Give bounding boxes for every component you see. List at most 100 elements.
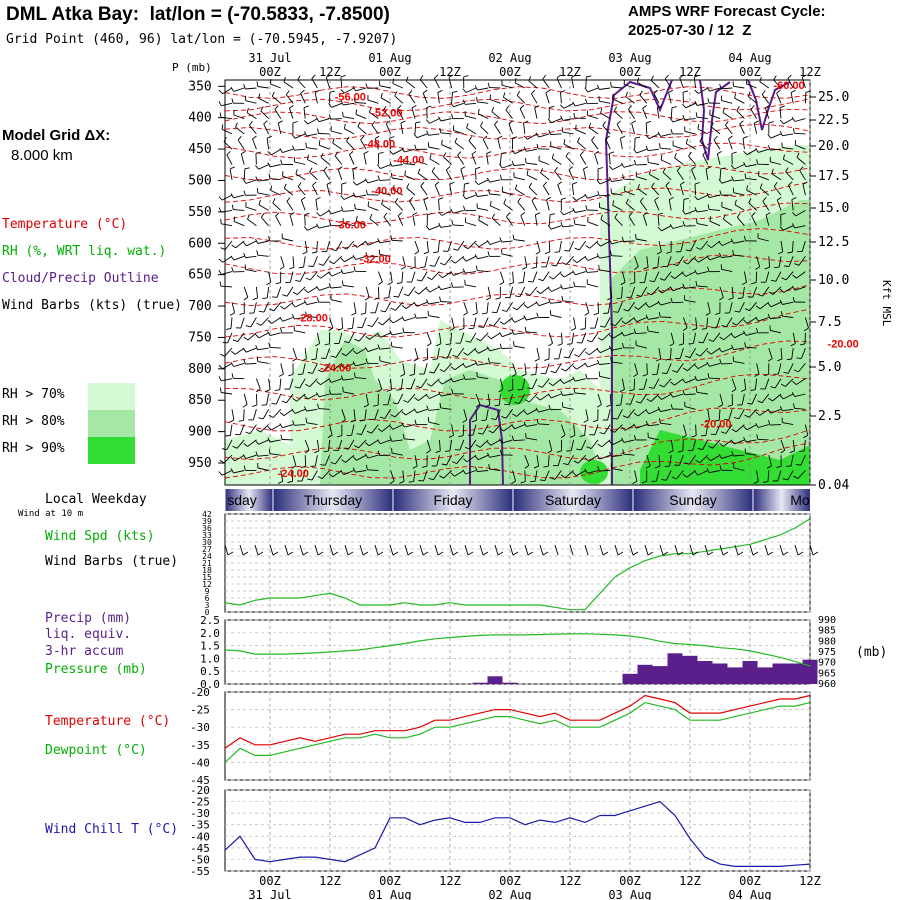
- wind-barb-flag: [426, 105, 432, 109]
- wind-barb-flag: [662, 167, 666, 173]
- wind-barb: [777, 363, 782, 375]
- wind-barb: [685, 209, 696, 215]
- wind-barb-flag: [542, 181, 547, 187]
- wind-barb-flag: [770, 279, 776, 282]
- wind-barb-flag: [537, 385, 543, 388]
- wind-barb: [392, 317, 404, 324]
- wind-barb-flag: [307, 372, 313, 374]
- wind-barb-flag: [719, 297, 724, 301]
- wind-barb-flag: [488, 323, 494, 327]
- wind-barb: [321, 470, 330, 480]
- wind-barb: [434, 184, 440, 196]
- wind-barb: [790, 92, 794, 104]
- wind-barb-flag: [523, 120, 529, 124]
- wind-barb-flag: [750, 105, 755, 110]
- wind-barb-flag: [792, 380, 797, 385]
- wind-barb-flag: [705, 312, 711, 316]
- wind-barb: [356, 240, 367, 248]
- wind-barb-flag: [475, 338, 481, 342]
- wind-barb: [307, 225, 318, 231]
- wind-barb-flag: [597, 443, 602, 448]
- wind-barb-flag: [669, 117, 674, 123]
- wind-barb-flag: [283, 183, 287, 189]
- wind-barb: [665, 185, 672, 196]
- wind-barb: [686, 470, 696, 478]
- wind-barb: [368, 439, 379, 447]
- wind-barb: [584, 317, 587, 329]
- wind-barb-flag: [466, 123, 469, 129]
- wind-barb-flag: [232, 445, 238, 449]
- wind-barb: [367, 347, 379, 353]
- wind-speed-tick-label: 0: [205, 608, 210, 617]
- wind-barb: [288, 108, 294, 119]
- wind-barb-flag: [534, 105, 540, 109]
- temperature-contour-label: -20.00: [828, 339, 859, 351]
- wind-barb-flag: [437, 89, 443, 93]
- surface-wind-barb-flag: [602, 551, 609, 556]
- wind-barb: [796, 271, 806, 279]
- wind-barb: [503, 203, 513, 211]
- wind-barb: [394, 95, 404, 104]
- wind-barb-flag: [289, 212, 295, 216]
- wind-barb: [294, 424, 306, 426]
- wind-barb: [588, 127, 599, 135]
- wind-barb: [560, 332, 563, 344]
- wind-barb: [684, 299, 696, 303]
- wind-barb-flag: [246, 107, 249, 113]
- wind-barb: [438, 439, 441, 451]
- wind-barb: [404, 424, 416, 428]
- temperature-tick-label: -25: [190, 704, 210, 717]
- wind-barb-flag: [645, 314, 649, 320]
- temperature-contour: [224, 442, 811, 479]
- wind-barb-flag: [352, 166, 358, 170]
- wind-barb: [611, 454, 623, 458]
- wind-barb: [444, 256, 452, 266]
- wind-barb: [599, 375, 611, 380]
- wind-barb: [270, 164, 281, 168]
- wind-barb: [258, 439, 269, 445]
- wind-barb-flag: [304, 406, 307, 412]
- wind-barb: [640, 393, 648, 404]
- date-label-bottom: 02 Aug: [488, 888, 531, 900]
- wind-barb-flag: [731, 388, 737, 393]
- wind-barb: [491, 111, 501, 119]
- wind-barb-flag: [243, 443, 248, 447]
- wind-barb: [734, 439, 745, 445]
- wind-barb-flag: [725, 120, 729, 126]
- wind-barb-flag: [349, 150, 354, 155]
- temperature-contour-label: -28.00: [297, 312, 328, 324]
- kft-tick-label: 0.04: [818, 478, 849, 493]
- wind-barb: [433, 470, 440, 481]
- wind-barb-flag: [443, 152, 447, 158]
- wind-barb: [756, 470, 759, 482]
- wind-barb: [721, 454, 733, 459]
- wind-barb-flag: [307, 154, 309, 160]
- wind-barb: [478, 219, 489, 227]
- wind-barb-flag: [353, 97, 356, 103]
- wind-barb: [428, 421, 440, 426]
- wind-barb: [486, 302, 489, 314]
- wind-barb-flag: [374, 135, 380, 140]
- wind-barb-flag: [583, 166, 589, 170]
- wind-barb: [661, 225, 672, 232]
- wind-barb-flag: [560, 90, 566, 93]
- wind-barb: [585, 76, 587, 89]
- wind-barb: [352, 168, 355, 180]
- kft-tick-label: 2.5: [818, 409, 841, 424]
- wind-barb: [782, 408, 794, 412]
- pressure-tick-label-right: 965: [818, 668, 836, 679]
- wind-barb: [711, 126, 721, 135]
- wind-barb-flag: [661, 372, 667, 374]
- wind-barb-flag: [530, 480, 536, 483]
- wind-barb-flag: [323, 166, 328, 171]
- temperature-panel-frame: [224, 691, 811, 781]
- surface-wind-barb: [389, 544, 394, 556]
- wind-barb-flag: [779, 131, 783, 136]
- pressure-tick-label-right: 975: [818, 647, 836, 658]
- surface-wind-barb: [419, 544, 424, 556]
- wind-barb: [624, 84, 635, 89]
- wind-barb-flag: [340, 100, 344, 106]
- wind-barb-flag: [231, 204, 234, 210]
- wind-barb-flag: [486, 151, 492, 155]
- wind-barb: [336, 240, 343, 251]
